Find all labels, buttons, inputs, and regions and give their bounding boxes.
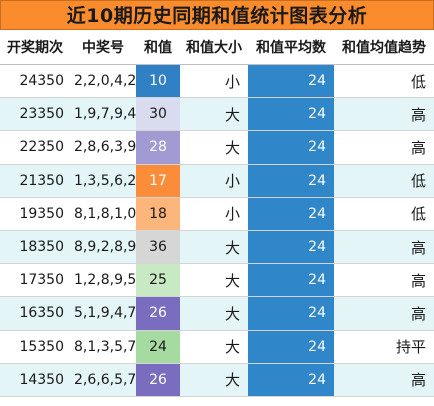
cell-trend: 低: [334, 164, 434, 198]
cell-numbers: 2,8,6,3,9: [70, 130, 136, 165]
header-trend: 和值均值趋势: [334, 30, 434, 65]
cell-issue: 23350: [0, 97, 70, 132]
cell-sum: 24: [136, 330, 180, 364]
cell-size: 小: [180, 164, 248, 198]
cell-size: 大: [180, 230, 248, 265]
cell-size: 大: [180, 330, 248, 364]
table-row: 14350 2,6,6,5,7 26 大 24 高: [0, 363, 434, 397]
table-row: 19350 8,1,8,1,0 18 小 24 低: [0, 197, 434, 231]
cell-sum: 26: [136, 363, 180, 397]
header-row: 开奖期次 中奖号 和值 和值大小 和值平均数 和值均值趋势: [0, 30, 434, 65]
cell-trend: 高: [334, 263, 434, 298]
cell-average: 24: [248, 363, 334, 397]
cell-sum: 25: [136, 263, 180, 298]
page-title: 近10期历史同期和值统计图表分析: [0, 0, 434, 30]
cell-trend: 持平: [334, 330, 434, 364]
cell-average: 24: [248, 164, 334, 198]
cell-average: 24: [248, 230, 334, 265]
stats-table: 开奖期次 中奖号 和值 和值大小 和值平均数 和值均值趋势 24350 2,2,0…: [0, 30, 434, 397]
cell-average: 24: [248, 263, 334, 298]
cell-issue: 18350: [0, 230, 70, 265]
header-sum: 和值: [136, 30, 180, 65]
table-row: 21350 1,3,5,6,2 17 小 24 低: [0, 164, 434, 198]
table-row: 16350 5,1,9,4,7 26 大 24 高: [0, 296, 434, 331]
cell-trend: 低: [334, 64, 434, 99]
cell-numbers: 5,1,9,4,7: [70, 296, 136, 331]
cell-size: 大: [180, 296, 248, 331]
cell-size: 小: [180, 64, 248, 99]
cell-sum: 18: [136, 197, 180, 231]
cell-size: 小: [180, 197, 248, 231]
cell-issue: 21350: [0, 164, 70, 198]
cell-numbers: 1,9,7,9,4: [70, 97, 136, 132]
header-numbers: 中奖号: [70, 30, 136, 65]
header-size: 和值大小: [180, 30, 248, 65]
table-row: 17350 1,2,8,9,5 25 大 24 高: [0, 263, 434, 298]
cell-issue: 19350: [0, 197, 70, 231]
cell-average: 24: [248, 130, 334, 165]
cell-size: 大: [180, 263, 248, 298]
table-row: 18350 8,9,2,8,9 36 大 24 高: [0, 230, 434, 265]
cell-sum: 17: [136, 164, 180, 198]
cell-sum: 30: [136, 97, 180, 132]
cell-size: 大: [180, 97, 248, 132]
cell-numbers: 8,1,3,5,7: [70, 330, 136, 364]
table-row: 22350 2,8,6,3,9 28 大 24 高: [0, 130, 434, 165]
cell-issue: 14350: [0, 363, 70, 397]
cell-average: 24: [248, 296, 334, 331]
cell-trend: 低: [334, 197, 434, 231]
cell-numbers: 8,1,8,1,0: [70, 197, 136, 231]
cell-average: 24: [248, 330, 334, 364]
cell-average: 24: [248, 64, 334, 99]
cell-trend: 高: [334, 363, 434, 397]
table-row: 23350 1,9,7,9,4 30 大 24 高: [0, 97, 434, 132]
cell-trend: 高: [334, 97, 434, 132]
cell-numbers: 1,2,8,9,5: [70, 263, 136, 298]
cell-sum: 10: [136, 64, 180, 99]
cell-numbers: 8,9,2,8,9: [70, 230, 136, 265]
table-row: 24350 2,2,0,4,2 10 小 24 低: [0, 64, 434, 99]
cell-issue: 24350: [0, 64, 70, 99]
cell-size: 大: [180, 130, 248, 165]
cell-issue: 16350: [0, 296, 70, 331]
header-issue: 开奖期次: [0, 30, 70, 65]
cell-numbers: 2,6,6,5,7: [70, 363, 136, 397]
header-average: 和值平均数: [248, 30, 334, 65]
cell-issue: 22350: [0, 130, 70, 165]
cell-trend: 高: [334, 296, 434, 331]
cell-issue: 15350: [0, 330, 70, 364]
cell-size: 大: [180, 363, 248, 397]
cell-issue: 17350: [0, 263, 70, 298]
cell-average: 24: [248, 197, 334, 231]
cell-numbers: 1,3,5,6,2: [70, 164, 136, 198]
cell-numbers: 2,2,0,4,2: [70, 64, 136, 99]
cell-sum: 36: [136, 230, 180, 265]
cell-trend: 高: [334, 130, 434, 165]
cell-average: 24: [248, 97, 334, 132]
table-row: 15350 8,1,3,5,7 24 大 24 持平: [0, 330, 434, 364]
cell-trend: 高: [334, 230, 434, 265]
cell-sum: 28: [136, 130, 180, 165]
cell-sum: 26: [136, 296, 180, 331]
